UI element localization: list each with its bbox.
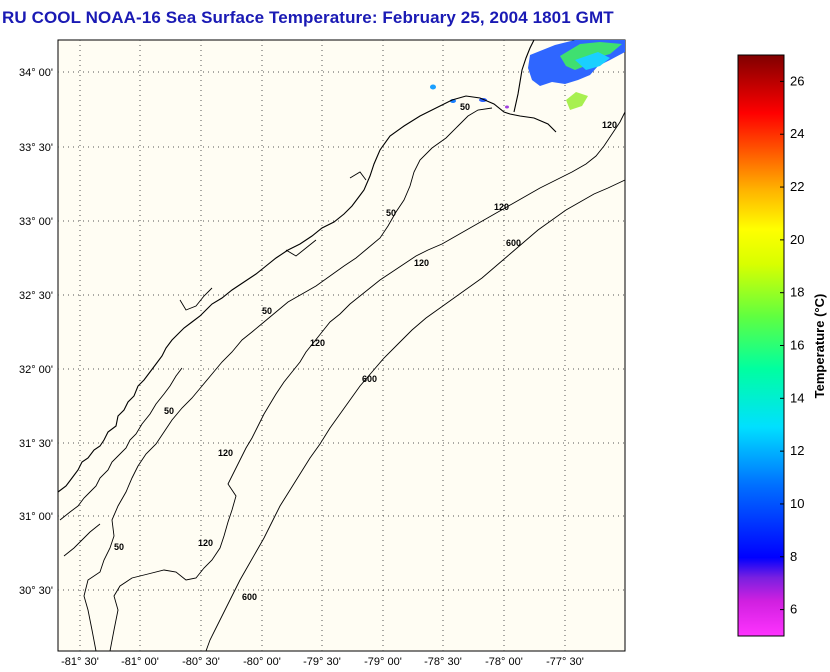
sst-dot-1 [430, 84, 436, 90]
colorbar-label: Temperature (°C) [812, 294, 827, 399]
longitude-tick-label: -80° 30' [182, 656, 220, 668]
colorbar: 26 24 22 20 18 16 14 12 10 8 6 Temperature (°C) [737, 54, 827, 637]
latitude-tick-label: 33° 00' [19, 216, 53, 228]
longitude-tick-label: -79° 00' [364, 656, 402, 668]
longitude-tick-label: -79° 30' [303, 656, 341, 668]
colorbar-tick-label: 6 [790, 602, 797, 617]
colorbar-tick-label: 16 [790, 338, 804, 353]
colorbar-tick-label: 18 [790, 285, 804, 300]
contour-label: 600 [506, 238, 521, 248]
isobath-50m [83, 107, 493, 652]
contour-label: 50 [262, 306, 272, 316]
contour-label: 120 [218, 448, 233, 458]
longitude-tick-labels: -81° 30' -81° 00' -80° 30' -80° 00' -79° 30'… [61, 656, 584, 668]
sst-patch-cyan [575, 52, 610, 70]
map-frame [57, 39, 626, 652]
contour-label: 50 [460, 102, 470, 112]
longitude-tick-label: -78° 30' [424, 656, 462, 668]
latitude-tick-label: 34° 00' [19, 67, 53, 79]
colorbar-tick-label: 8 [790, 549, 797, 564]
isobath-120m [109, 111, 626, 652]
isobath-600m [205, 179, 626, 652]
contour-label: 120 [414, 258, 429, 268]
latitude-tick-label: 30° 30' [19, 585, 53, 597]
sst-dot-4 [505, 105, 509, 109]
contour-label: 600 [242, 592, 257, 602]
colorbar-tick-label: 22 [790, 179, 804, 194]
latitude-tick-label: 31° 00' [19, 511, 53, 523]
contour-label: 50 [114, 542, 124, 552]
longitude-tick-label: -77° 30' [546, 656, 584, 668]
colorbar-tick-labels: 26 24 22 20 18 16 14 12 10 8 6 [780, 73, 804, 617]
coastline-inlets [59, 171, 367, 557]
coastline-outer-banks [513, 39, 535, 113]
contour-label: 120 [310, 338, 325, 348]
colorbar-tick-label: 24 [790, 126, 804, 141]
longitude-tick-label: -81° 30' [61, 656, 99, 668]
colorbar-tick-label: 26 [790, 73, 804, 88]
latitude-tick-label: 33° 30' [19, 142, 53, 154]
colorbar-tick-label: 20 [790, 232, 804, 247]
contour-label: 120 [198, 538, 213, 548]
latitude-tick-label: 31° 30' [19, 438, 53, 450]
colorbar-tick-label: 14 [790, 390, 804, 405]
contour-label: 120 [602, 120, 617, 130]
colorbar-tick-label: 12 [790, 443, 804, 458]
colorbar-tick-label: 10 [790, 496, 804, 511]
latitude-tick-labels: 34° 00' 33° 30' 33° 00' 32° 30' 32° 00' 31° 3… [19, 67, 53, 597]
map-grid [58, 40, 625, 651]
contour-labels: 50 50 50 50 50 120 120 120 120 120 120 6… [114, 102, 617, 602]
contour-label: 120 [494, 202, 509, 212]
contour-label: 50 [164, 406, 174, 416]
longitude-tick-label: -78° 00' [485, 656, 523, 668]
chart-title: RU COOL NOAA-16 Sea Surface Temperature:… [2, 8, 614, 27]
longitude-tick-label: -80° 00' [243, 656, 281, 668]
contour-label: 600 [362, 374, 377, 384]
contour-label: 50 [386, 208, 396, 218]
coastline [57, 95, 557, 493]
longitude-tick-label: -81° 00' [121, 656, 159, 668]
colorbar-gradient [737, 54, 785, 637]
sst-data-patches [430, 40, 625, 110]
latitude-tick-label: 32° 30' [19, 290, 53, 302]
latitude-tick-label: 32° 00' [19, 364, 53, 376]
sst-patch-yellowgreen [566, 92, 588, 110]
